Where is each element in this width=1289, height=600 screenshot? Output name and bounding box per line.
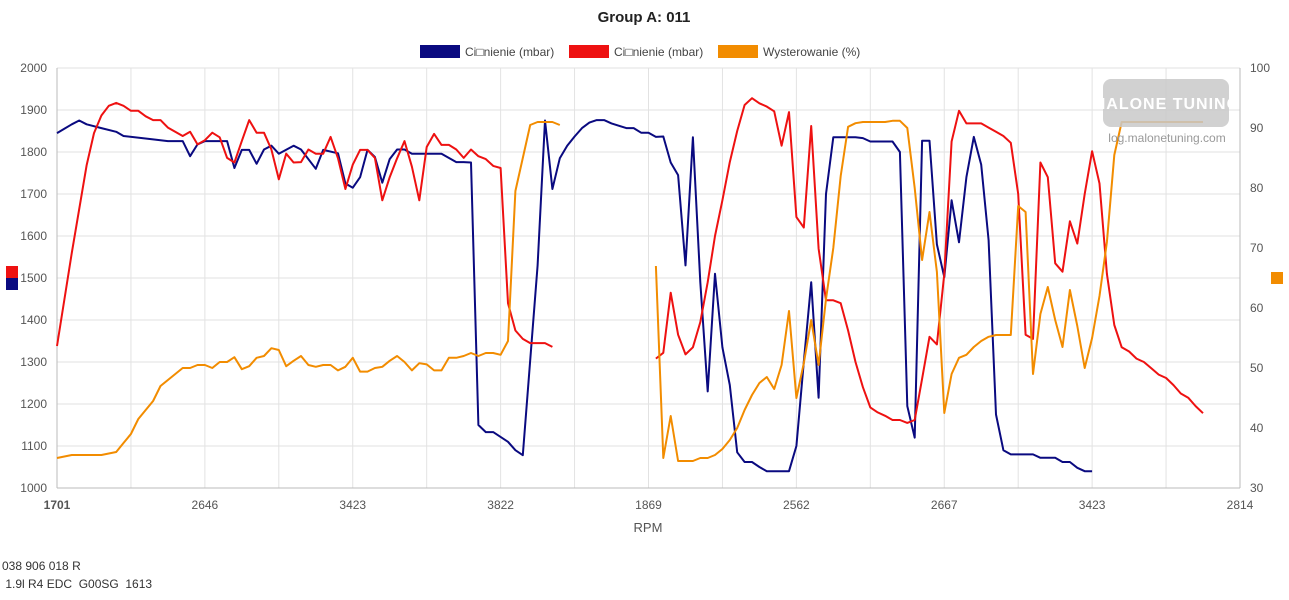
y-right-tick-label: 40 [1250, 421, 1264, 435]
y-right-tick-label: 100 [1250, 61, 1270, 75]
legend-swatch-0[interactable] [420, 45, 460, 58]
logo-text: MALONE TUNING [1092, 96, 1240, 113]
x-axis-label: RPM [634, 520, 663, 535]
legend-swatch-1[interactable] [569, 45, 609, 58]
y-left-tick-label: 1200 [20, 397, 47, 411]
y-right-tick-label: 90 [1250, 121, 1264, 135]
y-left-tick-label: 1800 [20, 145, 47, 159]
y-left-tick-label: 1600 [20, 229, 47, 243]
y-right-tick-label: 50 [1250, 361, 1264, 375]
y-right-tick-label: 70 [1250, 241, 1264, 255]
footer-engine-info: 1.9l R4 EDC G00SG 1613 [2, 577, 153, 591]
x-tick-label: 2814 [1227, 498, 1254, 512]
chart-title: Group A: 011 [598, 9, 691, 26]
legend-label-0[interactable]: Ci□nienie (mbar) [465, 45, 554, 59]
legend-label-1[interactable]: Ci□nienie (mbar) [614, 45, 703, 59]
x-tick-label: 2646 [192, 498, 219, 512]
legend-swatch-2[interactable] [718, 45, 758, 58]
watermark-url: log.malonetuning.com [1108, 131, 1225, 145]
left-axis-marker-red [6, 266, 18, 278]
y-right-tick-label: 60 [1250, 301, 1264, 315]
right-axis-marker-orange [1271, 272, 1283, 284]
y-left-tick-label: 1100 [21, 439, 47, 453]
series-line-2-segment-0[interactable] [56, 121, 561, 459]
x-tick-label: 3423 [339, 498, 366, 512]
y-left-tick-label: 1000 [20, 481, 47, 495]
legend-label-2[interactable]: Wysterowanie (%) [763, 45, 860, 59]
footer-part-number: 038 906 018 R [2, 559, 81, 573]
x-tick-label: 1701 [44, 498, 71, 512]
grid [56, 67, 1241, 489]
y-right-tick-label: 80 [1250, 181, 1264, 195]
series-line-1-segment-0[interactable] [56, 101, 553, 348]
series-line-1-segment-1[interactable] [655, 97, 1204, 424]
series-group [56, 97, 1204, 473]
left-axis-marker-navy [6, 278, 18, 290]
y-left-tick-label: 1900 [20, 103, 47, 117]
logo-badge [1103, 79, 1229, 127]
legend: Ci□nienie (mbar) Ci□nienie (mbar) Wyster… [420, 45, 860, 59]
y-left-tick-label: 1500 [20, 271, 47, 285]
x-tick-label: 2667 [931, 498, 958, 512]
y-right-tick-label: 30 [1250, 481, 1264, 495]
x-tick-label: 3822 [487, 498, 514, 512]
y-left-tick-label: 1300 [20, 355, 47, 369]
x-tick-label: 1869 [635, 498, 662, 512]
axes: 1000 1100 1200 1300 1400 1500 1600 1700 1800 1900… [20, 61, 1270, 512]
logo: MALONE TUNING [1092, 79, 1240, 127]
y-left-tick-label: 2000 [20, 61, 47, 75]
y-left-tick-label: 1400 [20, 313, 47, 327]
x-tick-label: 3423 [1079, 498, 1106, 512]
y-left-tick-label: 1700 [20, 187, 47, 201]
series-line-2-segment-1[interactable] [654, 119, 1203, 462]
x-tick-label: 2562 [783, 498, 810, 512]
